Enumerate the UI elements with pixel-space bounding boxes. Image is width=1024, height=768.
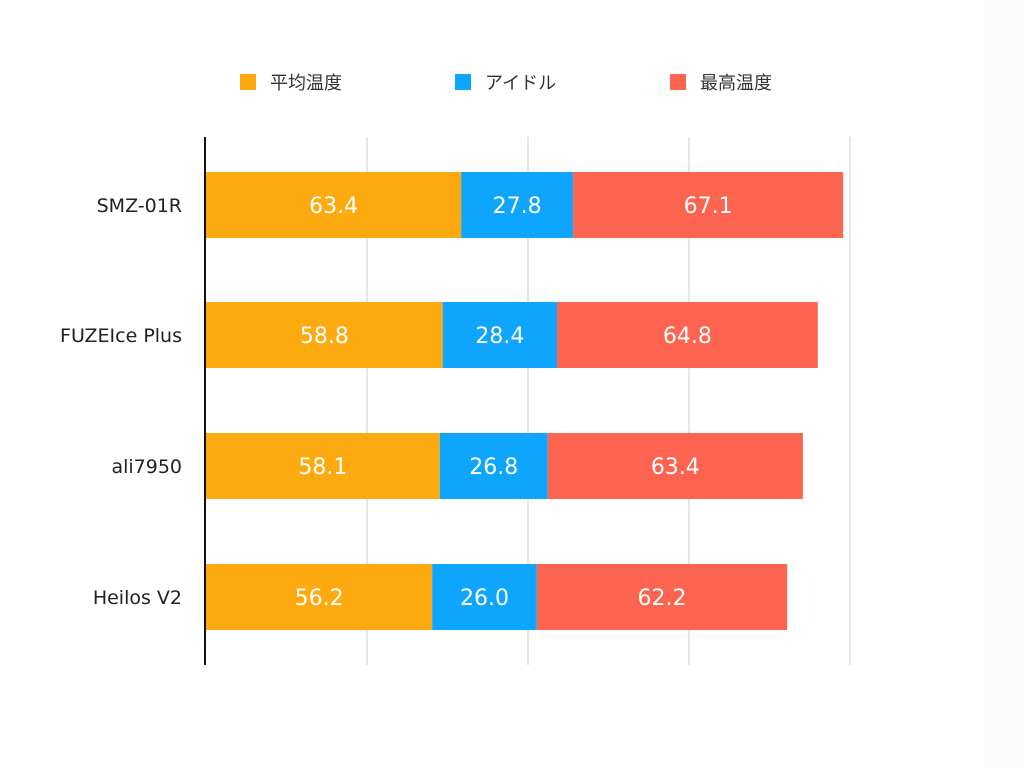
bar-max [536,564,788,630]
data-label-max: 67.1 [684,194,733,219]
legend-item-average: 平均温度 [240,70,342,94]
bar-max [556,302,818,368]
data-label-max: 62.2 [638,586,687,611]
bar-average [206,433,440,499]
legend-label-idle: アイドル [485,73,557,94]
bar-idle [442,302,557,368]
category-label: ali7950 [111,456,182,478]
bar-idle [439,433,548,499]
category-label: Heilos V2 [93,587,182,609]
bar-idle [432,564,537,630]
legend-item-idle: アイドル [455,70,556,94]
data-label-average: 58.1 [298,455,347,480]
data-label-idle: 26.8 [469,455,518,480]
bar-max [547,433,803,499]
bar-idle [461,172,574,238]
right-edge-panel [984,0,1024,768]
legend-label-max: 最高温度 [700,73,772,94]
data-label-average: 63.4 [309,194,358,219]
data-label-max: 63.4 [651,455,700,480]
legend: 平均温度 アイドル 最高温度 [0,0,1024,120]
data-label-average: 58.8 [300,324,349,349]
bar-average [206,302,443,368]
bar-average [206,172,462,238]
data-label-average: 56.2 [295,586,344,611]
legend-swatch-max [670,74,686,90]
bar-average [206,564,433,630]
legend-label-average: 平均温度 [270,73,342,94]
bar-max [573,172,844,238]
data-label-max: 64.8 [663,324,712,349]
data-label-idle: 27.8 [493,194,542,219]
data-label-idle: 28.4 [475,324,524,349]
legend-item-max: 最高温度 [670,70,772,94]
category-label: SMZ-01R [97,195,182,217]
data-label-idle: 26.0 [460,586,509,611]
legend-swatch-average [240,74,256,90]
legend-swatch-idle [455,74,471,90]
category-label: FUZEIce Plus [60,325,182,347]
